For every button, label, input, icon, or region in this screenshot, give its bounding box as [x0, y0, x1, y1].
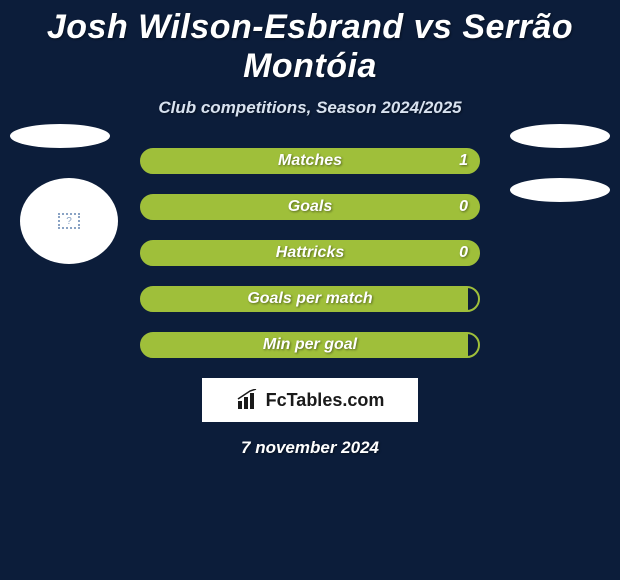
bars-icon: [236, 389, 262, 411]
stat-label: Goals per match: [247, 290, 372, 308]
stat-value-right: 0: [459, 198, 468, 216]
stat-label: Goals: [288, 198, 332, 216]
stat-row: Hattricks 0: [140, 240, 480, 266]
stat-row: Min per goal: [140, 332, 480, 358]
date-text: 7 november 2024: [0, 438, 620, 458]
player-badge-left: [10, 124, 110, 148]
page-title: Josh Wilson-Esbrand vs Serrão Montóia: [0, 0, 620, 86]
stat-row: Goals 0: [140, 194, 480, 220]
stat-value-right: 1: [459, 152, 468, 170]
source-logo: FcTables.com: [202, 378, 418, 422]
stat-label: Matches: [278, 152, 342, 170]
logo-text: FcTables.com: [266, 390, 385, 411]
subtitle: Club competitions, Season 2024/2025: [0, 98, 620, 118]
stat-row: Goals per match: [140, 286, 480, 312]
comparison-card: Josh Wilson-Esbrand vs Serrão Montóia Cl…: [0, 0, 620, 580]
stat-value-right: 0: [459, 244, 468, 262]
stat-label: Hattricks: [276, 244, 344, 262]
stats-list: Matches 1 Goals 0 Hattricks 0 Goals per match M…: [0, 148, 620, 358]
player-badge-right: [510, 124, 610, 148]
stat-row: Matches 1: [140, 148, 480, 174]
stat-label: Min per goal: [263, 336, 357, 354]
